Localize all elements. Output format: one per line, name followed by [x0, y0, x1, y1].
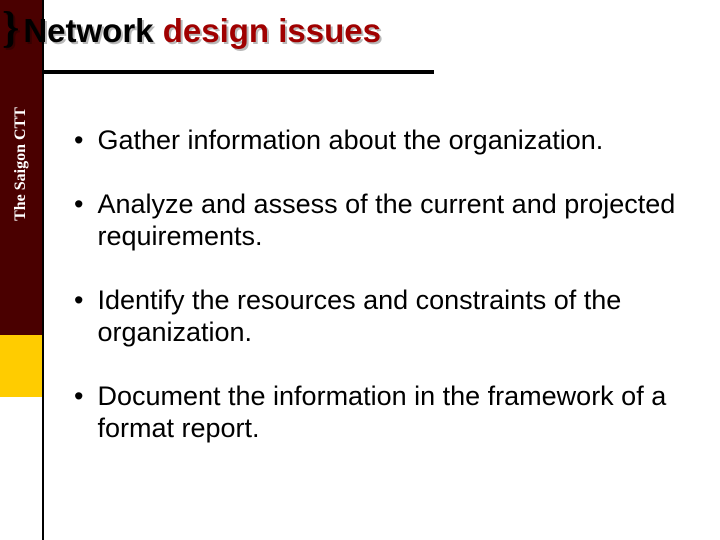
- bullet-text: Analyze and assess of the current and pr…: [97, 188, 684, 252]
- stripe-white: [0, 397, 42, 540]
- bullet-text: Identify the resources and constraints o…: [97, 284, 684, 348]
- title-underline: [44, 70, 434, 74]
- bullet-dot-icon: •: [74, 188, 83, 220]
- stripe-yellow: [0, 335, 42, 397]
- sidebar-vertical-label: The Saigon CTT: [12, 107, 30, 221]
- bullet-list: • Gather information about the organizat…: [74, 124, 684, 476]
- bullet-dot-icon: •: [74, 380, 83, 412]
- list-item: • Identify the resources and constraints…: [74, 284, 684, 348]
- vertical-divider: [42, 0, 44, 540]
- sidebar-stripe: [0, 0, 42, 540]
- bullet-text: Document the information in the framewor…: [97, 380, 684, 444]
- slide-title: } Network design issues: [2, 6, 381, 50]
- bullet-dot-icon: •: [74, 284, 83, 316]
- brace-icon: }: [2, 6, 19, 50]
- list-item: • Gather information about the organizat…: [74, 124, 684, 156]
- title-rest: design issues: [163, 12, 381, 49]
- list-item: • Document the information in the framew…: [74, 380, 684, 444]
- bullet-text: Gather information about the organizatio…: [97, 124, 603, 156]
- list-item: • Analyze and assess of the current and …: [74, 188, 684, 252]
- bullet-dot-icon: •: [74, 124, 83, 156]
- title-word-1: Network: [23, 12, 153, 49]
